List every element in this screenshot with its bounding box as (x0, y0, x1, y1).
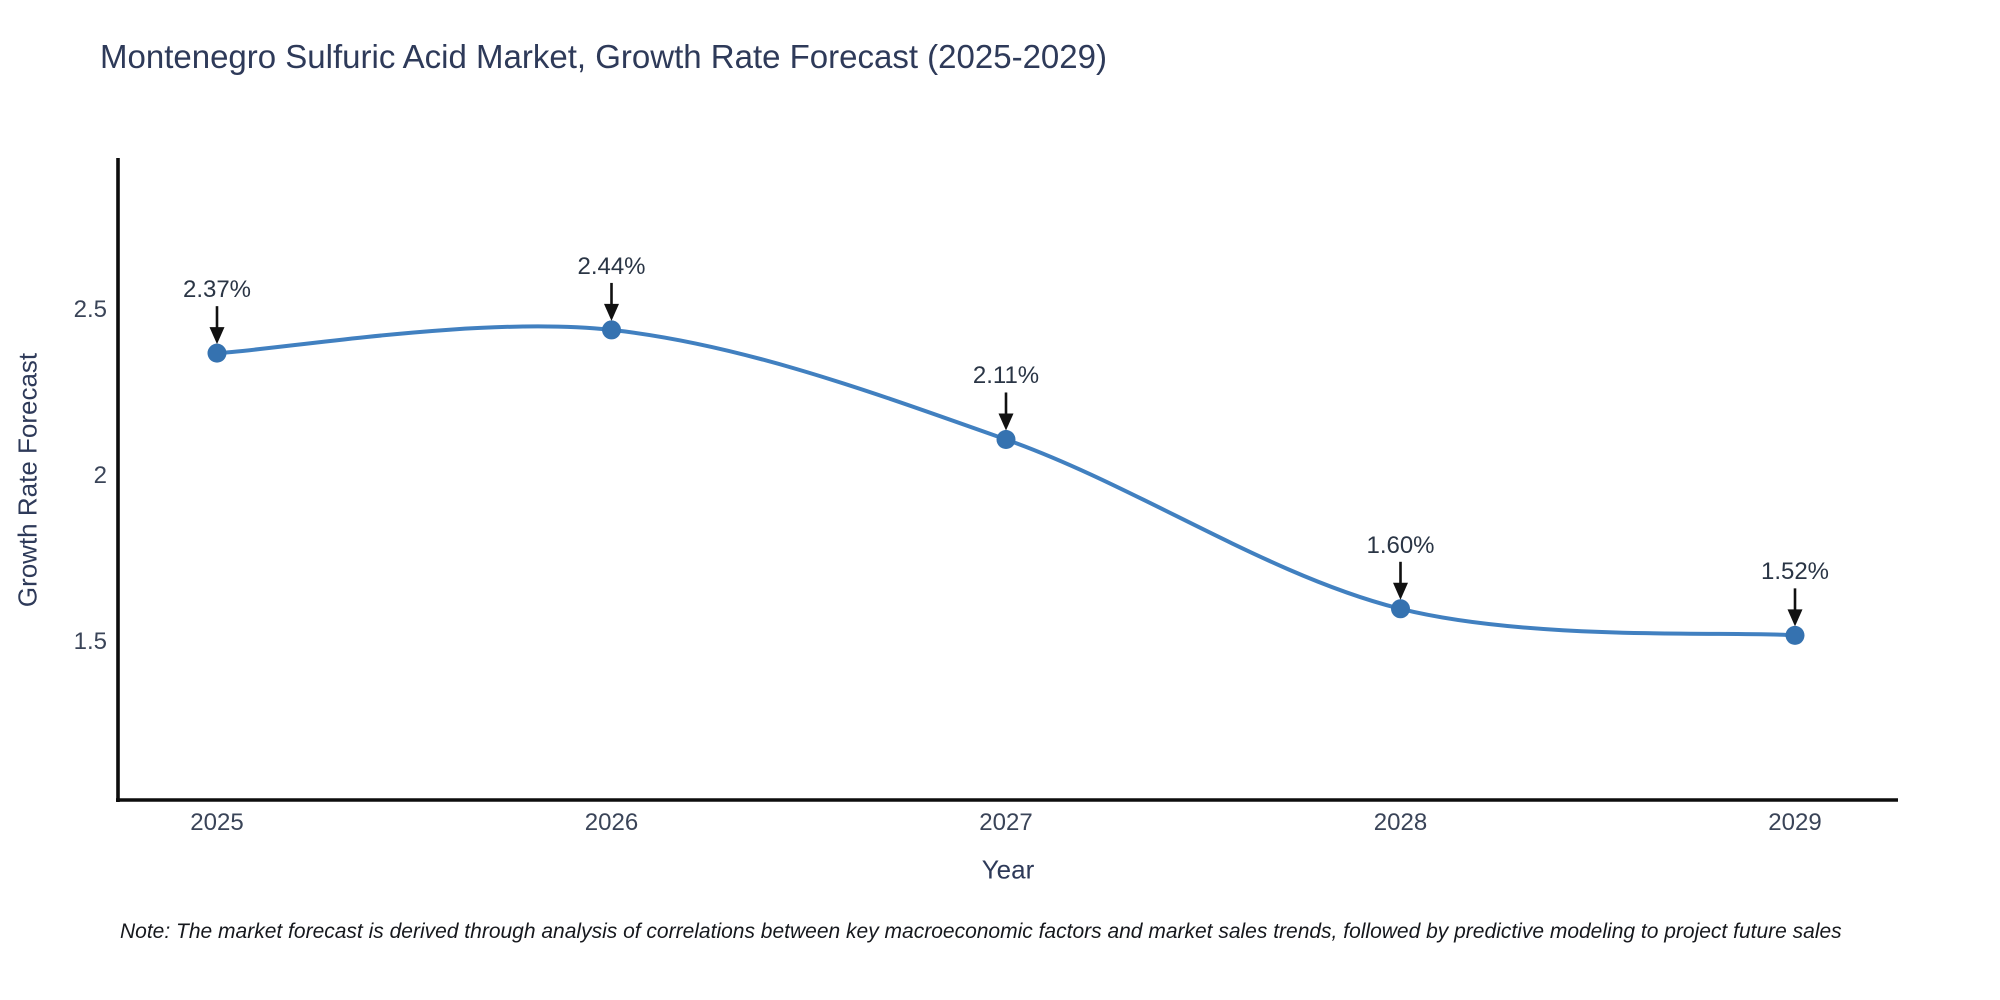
x-tick-label: 2025 (190, 809, 244, 836)
data-point-marker (602, 320, 621, 340)
point-value-label: 2.37% (182, 276, 252, 304)
x-axis-title: Year (981, 854, 1035, 885)
data-point-marker (996, 429, 1016, 449)
x-tick-label: 2029 (1768, 809, 1822, 836)
y-tick-label: 1.5 (73, 628, 107, 655)
point-value-label: 1.60% (1366, 531, 1435, 559)
y-tick-label: 2 (93, 462, 107, 489)
annotation-arrowhead (998, 413, 1014, 431)
data-point-marker (1785, 625, 1805, 645)
data-point-marker (1391, 599, 1410, 619)
annotation-arrowhead (1787, 609, 1803, 627)
annotation-arrowhead (1393, 582, 1408, 600)
point-value-label: 1.52% (1760, 558, 1830, 586)
footnote: Note: The market forecast is derived thr… (120, 920, 1842, 943)
data-point-marker (207, 343, 227, 363)
y-tick-label: 2.5 (73, 296, 107, 323)
x-tick-label: 2028 (1373, 809, 1428, 836)
y-axis-title: Growth Rate Forecast (12, 352, 43, 608)
x-tick-label: 2026 (584, 809, 639, 836)
point-value-label: 2.44% (577, 252, 646, 280)
x-tick-label: 2027 (979, 809, 1033, 836)
annotation-arrowhead (604, 303, 619, 321)
chart-title: Montenegro Sulfuric Acid Market, Growth … (100, 38, 1107, 75)
point-value-label: 2.11% (972, 362, 1040, 390)
annotation-arrowhead (209, 327, 225, 345)
